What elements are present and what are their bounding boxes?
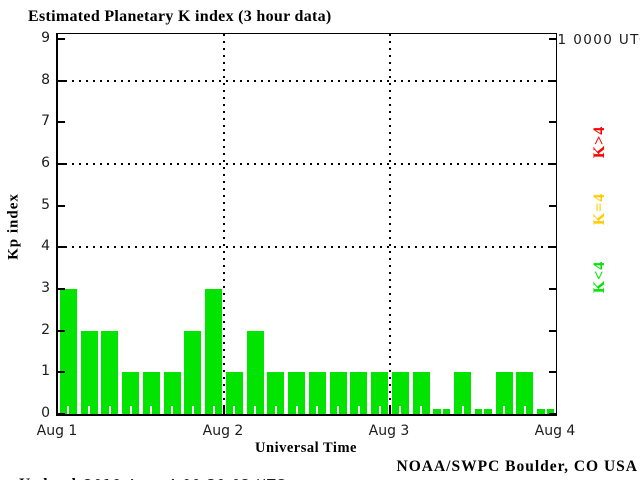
kp-bar	[391, 372, 409, 414]
y-tick	[549, 329, 556, 332]
gridline-horizontal	[58, 79, 556, 82]
x-tick-label: Aug 3	[368, 423, 410, 439]
kp-bar	[80, 331, 98, 414]
gridline-day-boundary	[389, 34, 391, 414]
three-hour-tick	[88, 406, 91, 414]
y-tick	[549, 246, 556, 249]
kp-bar	[163, 372, 181, 414]
y-tick	[58, 204, 65, 207]
y-tick	[58, 371, 65, 374]
kp-bar	[59, 289, 77, 414]
three-hour-tick	[150, 406, 153, 414]
three-hour-tick	[108, 406, 111, 414]
three-hour-tick	[212, 406, 215, 414]
kp-bar	[122, 372, 140, 414]
x-axis-title: Universal Time	[255, 440, 357, 456]
y-tick-label: 4	[41, 238, 50, 255]
y-tick-label: 8	[41, 71, 50, 88]
kp-bar	[184, 331, 202, 414]
kp-bar	[412, 372, 430, 414]
y-tick	[549, 204, 556, 207]
y-tick	[58, 121, 65, 124]
x-tick-label: Aug 2	[202, 423, 244, 439]
kp-bar	[205, 289, 223, 414]
three-hour-tick	[67, 406, 70, 414]
kp-bar	[371, 372, 389, 414]
three-hour-tick	[503, 406, 506, 414]
y-tick	[58, 413, 65, 415]
plot-area	[56, 33, 557, 416]
y-tick-label: 3	[41, 280, 50, 296]
three-hour-tick	[399, 406, 402, 414]
three-hour-tick	[461, 406, 464, 414]
source-credit: NOAA/SWPC Boulder, CO USA	[396, 458, 638, 475]
y-tick-label: 6	[41, 155, 50, 171]
three-hour-tick	[544, 406, 547, 414]
gridline-horizontal	[58, 163, 556, 165]
y-tick	[549, 413, 556, 415]
kp-bar	[267, 372, 285, 414]
y-tick	[58, 329, 65, 332]
y-tick	[58, 79, 65, 82]
three-hour-tick	[420, 406, 423, 414]
three-hour-tick	[316, 406, 319, 414]
kp-bar	[288, 372, 306, 414]
kp-bar	[101, 331, 119, 414]
three-hour-tick	[129, 406, 132, 414]
three-hour-tick	[482, 406, 485, 414]
y-tick	[549, 121, 556, 124]
legend-item: K>4	[591, 125, 608, 159]
y-tick-label: 5	[41, 196, 50, 213]
y-axis-title: Kp index	[5, 193, 22, 260]
kp-bar	[495, 372, 513, 414]
updated-label: Updated	[19, 476, 76, 480]
gridline-horizontal	[58, 246, 556, 249]
day-boundary-tick	[223, 406, 225, 414]
kp-bar	[350, 372, 368, 414]
three-hour-tick	[274, 406, 277, 414]
day-boundary-tick	[389, 406, 391, 414]
kp-bar	[225, 372, 243, 414]
three-hour-tick	[254, 406, 257, 414]
three-hour-tick	[191, 406, 194, 414]
y-tick-label: 1	[41, 363, 50, 380]
legend-item: K<4	[591, 260, 608, 294]
y-tick	[58, 288, 65, 290]
three-hour-tick	[171, 406, 174, 414]
y-tick	[549, 288, 556, 290]
y-tick-label: 9	[41, 30, 50, 46]
three-hour-tick	[337, 406, 340, 414]
y-tick	[58, 38, 65, 40]
y-tick	[58, 246, 65, 249]
y-tick	[549, 79, 556, 82]
three-hour-tick	[440, 406, 443, 414]
x-tick-label: Aug 1	[36, 423, 78, 439]
updated-value: 2019 Aug 4 00:30:02 UTC	[84, 477, 286, 480]
y-tick	[549, 371, 556, 374]
y-tick-label: 7	[41, 113, 50, 130]
kp-bar	[142, 372, 160, 414]
legend-item: K=4	[591, 192, 608, 226]
y-tick	[549, 38, 556, 40]
kp-bar	[329, 372, 347, 414]
updated-info: Updated 2019 Aug 4 00:30:02 UTC	[3, 458, 286, 480]
gridline-day-boundary	[223, 34, 225, 414]
kp-bar	[516, 372, 534, 414]
kp-bar	[246, 331, 264, 414]
y-tick	[58, 163, 65, 165]
chart-title: Estimated Planetary K index (3 hour data…	[28, 8, 332, 25]
kp-bar	[454, 372, 472, 414]
three-hour-tick	[233, 406, 236, 414]
three-hour-tick	[523, 406, 526, 414]
three-hour-tick	[295, 406, 298, 414]
three-hour-tick	[378, 406, 381, 414]
y-tick-label: 0	[41, 405, 50, 421]
y-tick	[549, 163, 556, 165]
three-hour-tick	[357, 406, 360, 414]
x-tick-label: Aug 4	[534, 423, 576, 439]
kp-bar	[308, 372, 326, 414]
y-tick-label: 2	[41, 321, 50, 338]
